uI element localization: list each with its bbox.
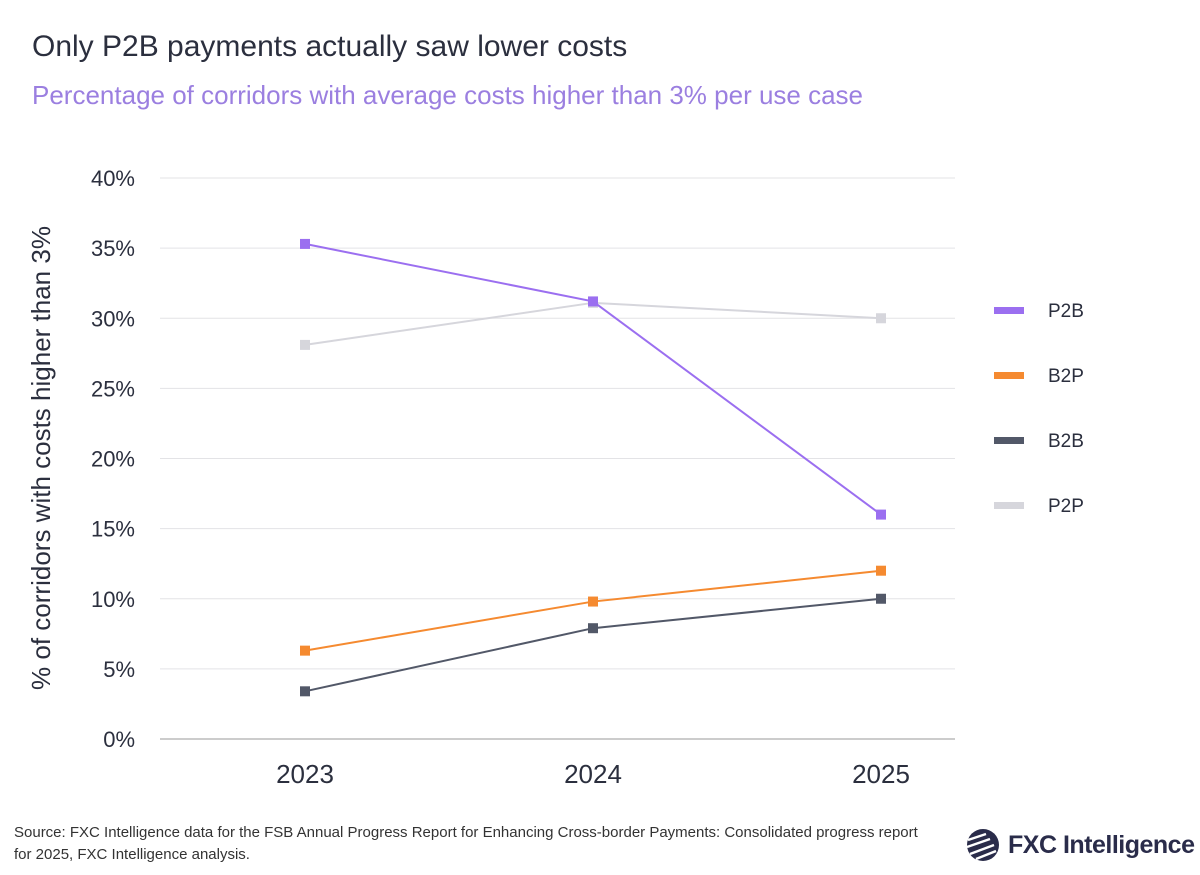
y-tick-label: 25%	[91, 376, 135, 401]
chart-subtitle: Percentage of corridors with average cos…	[32, 80, 864, 110]
legend-swatch-B2B	[994, 437, 1024, 444]
data-point-B2B	[300, 686, 310, 697]
legend-label-B2P: B2P	[1048, 366, 1084, 387]
data-point-B2P	[876, 565, 886, 576]
legend-swatch-P2P	[994, 502, 1024, 509]
x-tick-label: 2023	[276, 759, 334, 789]
logo-text: FXC Intelligence	[1008, 830, 1195, 859]
y-tick-label: 35%	[91, 236, 135, 261]
series-line-P2B	[304, 242, 882, 516]
data-point-P2P	[300, 339, 310, 350]
legend-label-P2B: P2B	[1048, 301, 1084, 322]
y-tick-label: 15%	[91, 517, 135, 542]
data-point-P2B	[588, 296, 598, 307]
legend-swatch-B2P	[994, 372, 1024, 379]
y-tick-label: 20%	[91, 447, 135, 472]
series-line-P2P	[304, 301, 882, 346]
y-tick-label: 10%	[91, 587, 135, 612]
fxc-logo: FXC Intelligence	[966, 828, 1195, 862]
y-tick-label: 40%	[91, 166, 135, 191]
series-line-B2B	[304, 597, 882, 693]
data-point-B2P	[588, 596, 598, 607]
series-line-B2P	[304, 569, 882, 652]
y-axis-label: % of corridors with costs higher than 3%	[26, 226, 56, 690]
legend-swatch-P2B	[994, 307, 1024, 314]
data-point-P2B	[300, 238, 310, 249]
data-point-P2P	[876, 313, 886, 324]
legend-label-B2B: B2B	[1048, 431, 1084, 452]
legend-label-P2P: P2P	[1048, 496, 1084, 517]
y-tick-label: 0%	[103, 727, 135, 752]
chart-title: Only P2B payments actually saw lower cos…	[32, 30, 628, 63]
source-note: Source: FXC Intelligence data for the FS…	[14, 824, 918, 863]
data-point-P2B	[876, 509, 886, 520]
data-point-B2P	[300, 645, 310, 656]
y-tick-label: 5%	[103, 657, 135, 682]
x-tick-label: 2024	[564, 759, 622, 789]
x-tick-label: 2025	[852, 759, 910, 789]
data-point-B2B	[588, 623, 598, 634]
data-point-B2B	[876, 593, 886, 604]
y-tick-label: 30%	[91, 306, 135, 331]
fxc-logo-icon	[966, 829, 999, 861]
